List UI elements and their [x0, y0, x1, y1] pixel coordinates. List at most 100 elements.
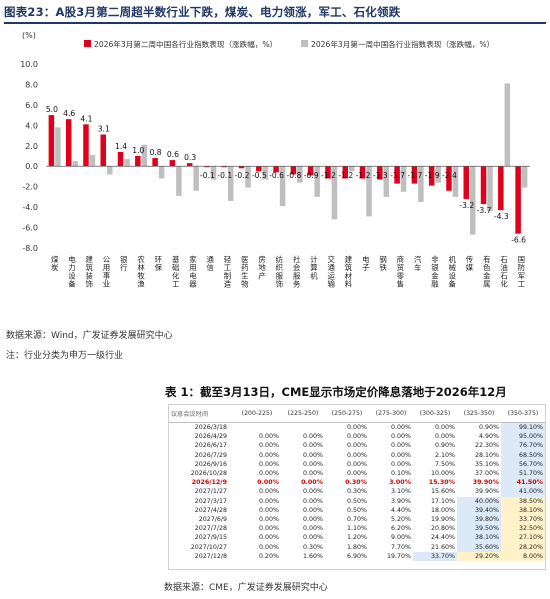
x-category-label: 基础化工 — [172, 255, 180, 289]
header-rate-range: (250-275) — [325, 405, 369, 423]
x-category-label: 农林牧渔 — [137, 255, 145, 289]
probability-cell: 15.30% — [428, 479, 455, 487]
probability-cell: 0.00% — [258, 525, 279, 533]
probability-cell: 28.10% — [474, 451, 499, 459]
probability-cell: 39.50% — [457, 524, 501, 534]
probability-cell: 0.30% — [345, 479, 367, 487]
x-category-label: 通信 — [207, 255, 215, 272]
probability-cell: 0.00% — [258, 534, 279, 542]
probability-cell: 0.00% — [346, 433, 367, 441]
data-label: -3.2 — [459, 201, 474, 210]
probability-cell: 0.00% — [258, 515, 279, 523]
probability-cell: 95.00% — [501, 432, 545, 442]
probability-cell: 0.00% — [258, 497, 279, 505]
bar-week1 — [193, 166, 199, 191]
y-tick-label: 4.0 — [25, 121, 38, 130]
bar-week1 — [55, 127, 61, 167]
data-label: -1.2 — [321, 171, 336, 180]
probability-cell: 0.00% — [302, 525, 323, 533]
probability-cell: 0.90% — [434, 442, 455, 450]
probability-cell: 7.50% — [434, 460, 455, 468]
probability-cell: 6.90% — [346, 552, 367, 560]
header-rate-range: (275-300) — [369, 405, 413, 423]
probability-cell: 56.70% — [501, 459, 545, 469]
probability-cell: 38.10% — [501, 505, 545, 515]
probability-cell: 51.70% — [501, 468, 545, 479]
meeting-date-cell: 2027/12/8 — [194, 552, 227, 560]
x-category-label: 轻工制造 — [224, 255, 232, 289]
data-label: 1.4 — [115, 142, 127, 151]
bar-week1 — [504, 83, 511, 167]
bar-week1 — [487, 166, 493, 212]
data-label: 1.0 — [132, 146, 144, 155]
probability-cell: 0.00% — [258, 433, 279, 441]
legend-swatch-1 — [84, 40, 91, 47]
probability-cell: 0.20% — [258, 552, 279, 560]
x-category-label: 家用电器 — [189, 255, 197, 289]
bar-week1 — [314, 166, 320, 197]
probability-cell: 0.70% — [346, 515, 367, 523]
probability-cell: 3.90% — [390, 497, 411, 505]
probability-cell: 17.10% — [430, 497, 455, 505]
bar-week1 — [141, 144, 148, 167]
bar-week1 — [470, 166, 476, 235]
probability-cell: 35.60% — [457, 542, 501, 552]
y-tick-label: -4.0 — [22, 203, 38, 212]
data-label: 0.8 — [150, 148, 162, 157]
bar-week1 — [279, 166, 286, 207]
bar-week1 — [435, 166, 441, 183]
meeting-date-cell: 2027/7/28 — [194, 525, 227, 533]
x-category-label: 计算机 — [310, 255, 318, 280]
bar-week2 — [377, 166, 383, 180]
bar-week1 — [349, 166, 355, 172]
x-category-label: 建筑装饰 — [86, 255, 94, 289]
probability-cell: 0.00% — [258, 488, 279, 496]
bar-week2 — [359, 166, 366, 179]
probability-cell: 0.00% — [390, 460, 411, 468]
probability-cell: 0.00% — [346, 470, 367, 478]
probability-cell: 0.00% — [258, 506, 279, 514]
header-rate-range: (300-325) — [413, 405, 457, 423]
probability-cell: 0.00% — [390, 424, 411, 432]
bar-week1 — [418, 166, 424, 202]
table-row: 2027/1/27 0.00% 0.00% 0.30% 3.10% 15.60% 39.90… — [169, 487, 545, 497]
probability-cell: 28.20% — [501, 542, 545, 552]
probability-cell: 37.00% — [474, 470, 499, 478]
data-label: -0.2 — [235, 171, 250, 180]
probability-cell: 0.00% — [390, 442, 411, 450]
probability-cell: 0.00% — [302, 515, 323, 523]
x-category-label: 钢铁 — [379, 255, 387, 272]
header-rate-range: (225-250) — [281, 405, 325, 423]
bar-week2 — [169, 160, 176, 167]
bar-week1 — [297, 166, 303, 183]
probability-cell: 0.50% — [346, 497, 367, 505]
probability-cell: 1.60% — [302, 552, 323, 560]
probability-cell: 40.00% — [457, 496, 501, 506]
probability-cell: 0.00% — [302, 451, 323, 459]
header-rate-range: (325-350) — [457, 405, 501, 423]
probability-cell: 39.90% — [472, 479, 499, 487]
probability-cell: 0.00% — [302, 460, 323, 468]
probability-cell: 18.00% — [430, 506, 455, 514]
probability-cell: 41.50% — [501, 478, 545, 488]
probability-cell: 0.00% — [434, 424, 455, 432]
bar-week2 — [290, 166, 297, 175]
probability-cell: 0.30% — [302, 543, 323, 551]
bar-week2 — [325, 166, 331, 179]
table-row: 2026/10/28 0.00% 0.00% 0.00% 0.10% 10.00% 37.0… — [169, 468, 545, 479]
legend-label-1: 2026年3月第二周中国各行业指数表现（涨跌幅，%） — [94, 39, 277, 49]
meeting-date-cell: 2027/10/27 — [190, 543, 227, 551]
bar-week1 — [210, 166, 217, 180]
bar-week2 — [238, 166, 245, 169]
bar-week2 — [100, 134, 106, 167]
industry-bar-chart: (%) 2026年3月第二周中国各行业指数表现（涨跌幅，%） 2026年3月第一周中… — [20, 31, 530, 289]
x-category-label: 商贸零售 — [397, 255, 405, 289]
probability-cell: 0.00% — [302, 506, 323, 514]
probability-cell: 33.70% — [501, 514, 545, 525]
meeting-date-cell: 2027/4/28 — [194, 506, 227, 514]
bar-week1 — [400, 166, 407, 192]
probability-cell: 33.70% — [413, 551, 457, 561]
probability-cell: 24.40% — [430, 534, 455, 542]
probability-cell: 0.00% — [434, 433, 455, 441]
probability-cell: 76.70% — [501, 441, 545, 451]
